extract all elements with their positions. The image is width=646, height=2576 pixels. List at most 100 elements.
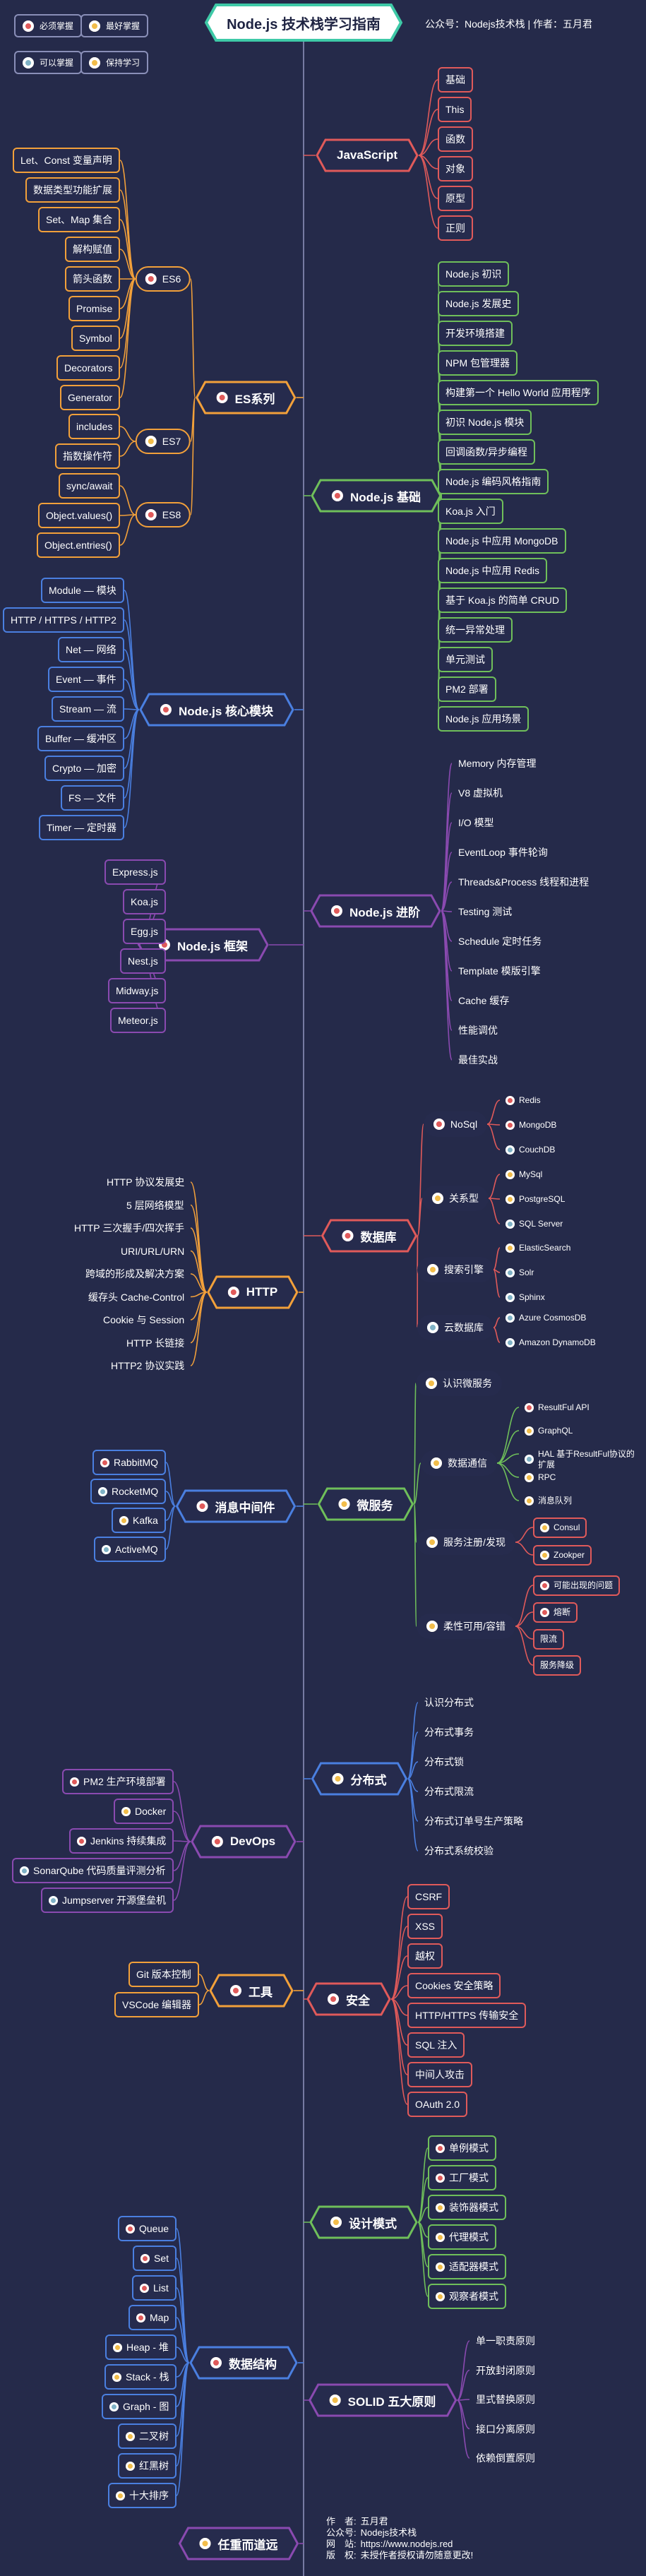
legend-label: 必须掌握 (40, 21, 74, 31)
hub-tools-dot-icon (230, 1985, 241, 1996)
leaf-item: Queue (118, 2216, 177, 2241)
legend-better: 最好掌握 (80, 14, 149, 37)
level-dot-icon (70, 1777, 79, 1787)
footer-site[interactable]: https://www.nodejs.red (360, 2539, 453, 2549)
leaf-item: Decorators (56, 355, 121, 381)
leaf-label: Consul (554, 1522, 580, 1532)
connector (173, 1841, 191, 1901)
hub-core-dot-icon (160, 704, 172, 715)
leaf-item: Zookper (533, 1544, 592, 1566)
leaf-item: Git 版本控制 (128, 1962, 199, 1987)
connector (173, 1811, 191, 1842)
leaf-item: Koa.js (123, 889, 166, 914)
leaf-item: 消息队列 (519, 1492, 578, 1510)
level-dot-icon (506, 1194, 515, 1204)
leaf-item: 开发环境搭建 (438, 321, 513, 346)
legend-can: 可以掌握 (14, 51, 83, 74)
connector (190, 1227, 208, 1293)
node-comm-dot-icon (431, 1457, 442, 1469)
leaf-label: Map (150, 2312, 169, 2323)
connector (176, 2362, 190, 2407)
node-cloud-label: 云数据库 (444, 1322, 484, 1333)
leaf-label: RPC (538, 1472, 556, 1482)
leaf-item: 基于 Koa.js 的简单 CRUD (438, 588, 568, 613)
level-dot-icon (436, 2143, 445, 2153)
node-know-micro-label: 认识微服务 (443, 1378, 492, 1389)
leaf-item: 二叉树 (118, 2423, 177, 2449)
leaf-label: Graph - 图 (123, 2401, 169, 2412)
leaf-item: SQL Server (500, 1215, 568, 1233)
hub-distributed-label: 分布式 (350, 1773, 387, 1787)
level-dot-icon (506, 1169, 515, 1179)
connector (119, 160, 136, 280)
connector (124, 709, 140, 769)
hub-advanced-hexagon (310, 894, 441, 928)
connector (488, 1198, 501, 1200)
leaf-item: Sphinx (500, 1289, 551, 1306)
connector (441, 792, 453, 912)
connector (119, 426, 136, 442)
leaf-label: RabbitMQ (114, 1457, 159, 1468)
leaf-label: ActiveMQ (115, 1544, 158, 1555)
node-es7: ES7 (135, 429, 191, 454)
leaf-item: Koa.js 入门 (438, 499, 503, 524)
leaf-item: Set、Map 集合 (38, 207, 121, 232)
node-avail: 柔性可用/容错 (417, 1614, 515, 1639)
node-know-micro: 认识微服务 (416, 1371, 502, 1396)
node-es8-label: ES8 (162, 509, 181, 520)
leaf-item: 分布式系统校验 (424, 1845, 494, 1856)
hub-advanced-label: Node.js 进阶 (349, 905, 421, 919)
must-dot-icon (23, 20, 34, 32)
leaf-label: SonarQube 代码质量评测分析 (33, 1865, 166, 1876)
level-dot-icon (506, 1145, 515, 1155)
leaf-item: 最佳实战 (458, 1054, 498, 1066)
leaf-item: GraphQL (519, 1422, 578, 1440)
footer-copyright: 未授作者授权请勿随意更改! (360, 2550, 474, 2560)
leaf-item: PM2 部署 (438, 676, 496, 702)
leaf-item: CSRF (407, 1884, 450, 1909)
node-es7-label: ES7 (162, 436, 181, 447)
level-dot-icon (540, 1580, 549, 1590)
leaf-item: 性能调优 (458, 1025, 498, 1036)
connector (176, 2317, 190, 2363)
level-dot-icon (113, 2342, 122, 2352)
node-nosql: NoSql (423, 1111, 488, 1137)
connector (407, 1731, 419, 1779)
leaf-item: 中间人攻击 (407, 2062, 472, 2087)
connector (176, 2362, 190, 2378)
leaf-item: 5 层网络模型 (126, 1199, 184, 1211)
level-dot-icon (436, 2173, 445, 2183)
leaf-item: Timer — 定时器 (39, 815, 125, 840)
connector (418, 138, 438, 156)
leaf-item: sync/await (59, 473, 121, 499)
connector (441, 763, 453, 912)
hub-core: Node.js 核心模块 (139, 693, 294, 727)
connector (418, 109, 438, 156)
leaf-item: SQL 注入 (407, 2032, 465, 2058)
leaf-item: SonarQube 代码质量评测分析 (12, 1858, 174, 1883)
connector (456, 2399, 470, 2459)
leaf-label: Set (154, 2253, 169, 2264)
connector (441, 910, 453, 942)
leaf-item: Map (128, 2305, 177, 2330)
leaf-item: 函数 (438, 126, 473, 152)
leaf-label: 代理模式 (449, 2231, 489, 2243)
level-dot-icon (506, 1219, 515, 1229)
connector (418, 155, 438, 229)
footer-wechat: Nodejs技术栈 (360, 2527, 417, 2538)
hub-tools: 工具 (209, 1974, 294, 2008)
leaf-item: 箭头函数 (65, 266, 120, 292)
connector (119, 278, 136, 309)
leaf-item: Node.js 中应用 MongoDB (438, 528, 566, 554)
connector (515, 1611, 534, 1627)
hub-basics-label: Node.js 基础 (349, 490, 421, 504)
leaf-item: 原型 (438, 186, 473, 211)
leaf-item: HTTP 三次握手/四次挥手 (74, 1222, 185, 1234)
connector (119, 189, 136, 280)
node-register: 服务注册/发现 (417, 1530, 515, 1555)
connector (413, 1462, 421, 1505)
connector (493, 1269, 501, 1298)
node-relational-dot-icon (432, 1193, 443, 1204)
leaf-label: MySql (519, 1169, 543, 1179)
leaf-item: Buffer — 缓冲区 (37, 726, 124, 751)
